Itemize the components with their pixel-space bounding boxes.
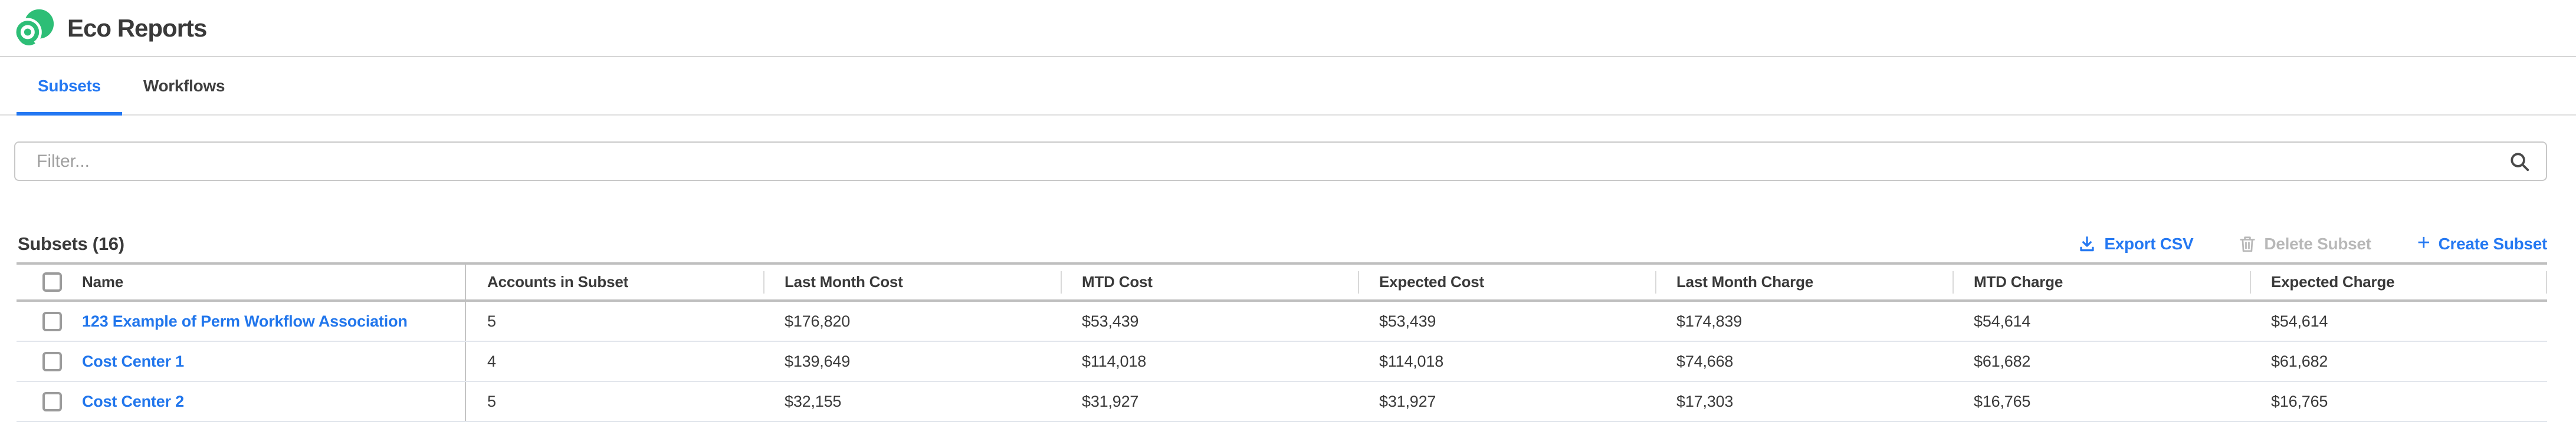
eco-logo-icon [13,9,54,46]
section-bar: Subsets (16) Export CSV Delete Subset + … [18,232,2547,256]
plus-icon: + [2417,230,2430,255]
subset-name-link[interactable]: Cost Center 1 [82,352,184,370]
cell-expected-cost: $53,439 [1379,312,1436,330]
header-expected-charge: Expected Charge [2250,265,2547,299]
export-csv-button[interactable]: Export CSV [2078,235,2194,253]
tab-workflows-label: Workflows [143,76,225,95]
row-checkbox[interactable] [42,311,62,331]
subsets-table: Name Accounts in Subset Last Month Cost … [17,262,2547,422]
header-last-month-cost: Last Month Cost [763,265,1061,299]
cell-expected-charge: $16,765 [2271,392,2328,410]
cell-accounts: 4 [487,352,496,370]
app-header: Eco Reports [0,0,2576,57]
subset-name-link[interactable]: Cost Center 2 [82,392,184,410]
create-subset-label: Create Subset [2438,235,2548,253]
tab-workflows[interactable]: Workflows [122,57,246,114]
filter-input[interactable] [14,141,2547,181]
search-icon[interactable] [2508,150,2531,173]
page-title: Eco Reports [67,14,207,42]
header-mtd-charge: MTD Charge [1952,265,2250,299]
select-all-checkbox[interactable] [42,272,62,292]
cell-mtd-cost: $53,439 [1082,312,1139,330]
cell-accounts: 5 [487,392,496,410]
header-name: Name [17,265,466,299]
subset-name-link[interactable]: 123 Example of Perm Workflow Association [82,312,408,330]
cell-last-month-cost: $139,649 [785,352,851,370]
cell-name: 123 Example of Perm Workflow Association [17,302,466,341]
header-name-label: Name [82,273,124,291]
create-subset-button[interactable]: + Create Subset [2417,230,2548,255]
table-row: 123 Example of Perm Workflow Association… [17,302,2547,342]
cell-mtd-cost: $114,018 [1082,352,1147,370]
table-header-row: Name Accounts in Subset Last Month Cost … [17,265,2547,302]
cell-mtd-charge: $54,614 [1974,312,2031,330]
cell-expected-cost: $31,927 [1379,392,1436,410]
cell-mtd-cost: $31,927 [1082,392,1139,410]
cell-name: Cost Center 1 [17,342,466,381]
table-row: Cost Center 1 4 $139,649 $114,018 $114,0… [17,342,2547,382]
delete-subset-label: Delete Subset [2264,235,2371,253]
cell-accounts: 5 [487,312,496,330]
header-expected-cost: Expected Cost [1358,265,1655,299]
table-row: Cost Center 2 5 $32,155 $31,927 $31,927 … [17,382,2547,422]
row-checkbox[interactable] [42,351,62,371]
cell-name: Cost Center 2 [17,382,466,421]
delete-subset-button[interactable]: Delete Subset [2239,235,2371,253]
row-checkbox[interactable] [42,391,62,411]
filter-bar [14,141,2547,181]
cell-expected-charge: $61,682 [2271,352,2328,370]
header-mtd-cost: MTD Cost [1061,265,1358,299]
tab-subsets-label: Subsets [38,76,101,95]
trash-icon [2240,236,2256,252]
cell-last-month-charge: $74,668 [1676,352,1734,370]
cell-last-month-cost: $32,155 [785,392,842,410]
cell-mtd-charge: $61,682 [1974,352,2031,370]
tab-subsets[interactable]: Subsets [17,57,122,116]
cell-last-month-cost: $176,820 [785,312,851,330]
cell-expected-cost: $114,018 [1379,352,1444,370]
export-csv-label: Export CSV [2104,235,2194,253]
section-title: Subsets (16) [18,233,124,254]
header-accounts-in-subset: Accounts in Subset [487,273,629,291]
cell-last-month-charge: $174,839 [1676,312,1743,330]
cell-last-month-charge: $17,303 [1676,392,1734,410]
download-icon [2080,236,2095,252]
cell-expected-charge: $54,614 [2271,312,2328,330]
header-last-month-charge: Last Month Charge [1655,265,1952,299]
cell-mtd-charge: $16,765 [1974,392,2031,410]
toolbar: Export CSV Delete Subset + Create Subset [2078,230,2548,255]
tab-bar: Subsets Workflows [0,57,2576,116]
